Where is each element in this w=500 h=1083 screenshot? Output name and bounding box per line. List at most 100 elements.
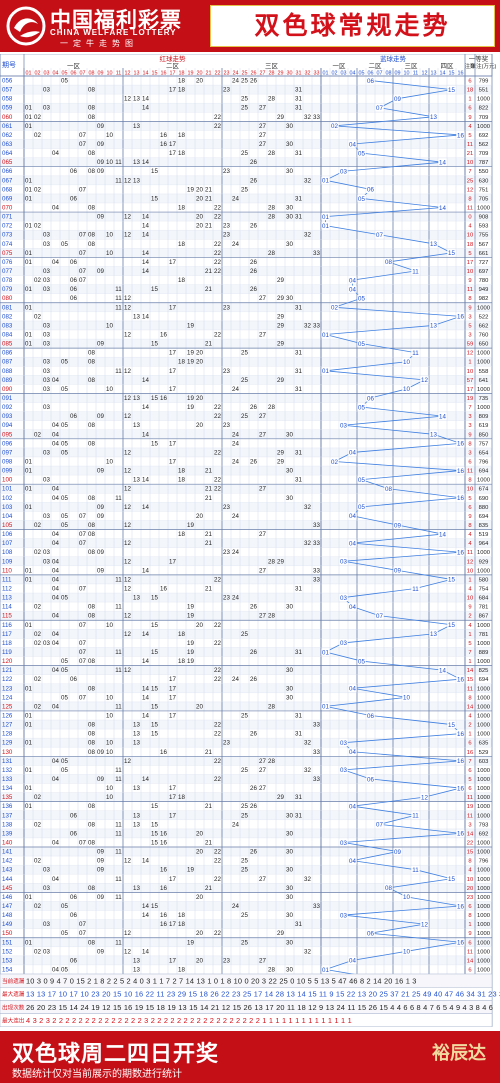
row-stripe bbox=[0, 320, 492, 330]
red-number: 28 bbox=[268, 966, 275, 973]
red-number: 26 bbox=[250, 803, 257, 810]
red-number: 14 bbox=[142, 567, 149, 574]
red-number: 26 bbox=[250, 649, 257, 656]
red-number: 24 bbox=[232, 549, 239, 556]
blue-number: 05 bbox=[358, 477, 365, 484]
red-number: 08 bbox=[88, 350, 95, 357]
blue-number: 04 bbox=[349, 277, 356, 284]
red-number: 18 bbox=[178, 794, 185, 801]
blue-number: 16 bbox=[457, 550, 464, 557]
period-label: 096 bbox=[2, 440, 13, 447]
row-stripe bbox=[0, 847, 492, 857]
red-number: 25 bbox=[241, 803, 248, 810]
blue-number: 06 bbox=[367, 713, 374, 720]
blue-number-bg bbox=[348, 956, 357, 964]
red-number: 31 bbox=[295, 731, 302, 738]
red-number: 04 bbox=[52, 377, 59, 384]
prize-count: 6 bbox=[468, 904, 471, 910]
blue-number-bg bbox=[375, 104, 384, 112]
red-number: 08 bbox=[88, 114, 95, 121]
row-stripe bbox=[0, 665, 492, 675]
red-number: 27 bbox=[259, 785, 266, 792]
header-red-zone: 三区 bbox=[265, 62, 279, 70]
prize-amount: 793 bbox=[479, 822, 489, 828]
period-label: 104 bbox=[2, 513, 13, 520]
red-number: 11 bbox=[115, 604, 122, 611]
period-label: 121 bbox=[2, 667, 13, 674]
red-number: 16 bbox=[160, 132, 167, 139]
red-number: 27 bbox=[259, 876, 266, 883]
red-number: 01 bbox=[25, 123, 32, 130]
red-number: 21 bbox=[205, 195, 212, 202]
red-number: 19 bbox=[187, 939, 194, 946]
red-number: 10 bbox=[106, 232, 113, 239]
red-number: 29 bbox=[277, 322, 284, 329]
red-number: 07 bbox=[79, 531, 86, 538]
red-number: 13 bbox=[133, 740, 140, 747]
red-number: 28 bbox=[268, 96, 275, 103]
prize-count: 8 bbox=[468, 523, 471, 529]
prize-amount: 1000 bbox=[477, 786, 490, 792]
red-number: 12 bbox=[124, 449, 131, 456]
period-label: 076 bbox=[2, 259, 13, 266]
prize-count: 5 bbox=[468, 777, 471, 783]
blue-number-bg bbox=[429, 430, 438, 438]
red-number: 14 bbox=[142, 776, 149, 783]
red-number: 25 bbox=[241, 712, 248, 719]
red-number: 22 bbox=[214, 259, 221, 266]
red-number: 28 bbox=[268, 214, 275, 221]
blue-number-bg bbox=[438, 158, 447, 166]
period-label: 080 bbox=[2, 295, 13, 302]
red-number: 17 bbox=[169, 87, 176, 94]
red-number: 11 bbox=[115, 830, 122, 837]
red-number: 09 bbox=[97, 159, 104, 166]
red-number: 20 bbox=[196, 350, 203, 357]
prize-count: 18 bbox=[467, 88, 473, 94]
red-number: 03 bbox=[43, 87, 50, 94]
red-number: 32 bbox=[304, 177, 311, 184]
red-number: 12 bbox=[124, 930, 131, 937]
red-number: 25 bbox=[241, 377, 248, 384]
red-number: 30 bbox=[286, 295, 293, 302]
blue-number: 15 bbox=[448, 722, 455, 729]
red-number: 03 bbox=[43, 549, 50, 556]
blue-number: 10 bbox=[403, 949, 410, 956]
blue-number: 10 bbox=[403, 695, 410, 702]
red-number: 07 bbox=[79, 921, 86, 928]
red-col-label: 16 bbox=[161, 71, 167, 77]
footer-title: 双色球周二四日开奖 bbox=[12, 1042, 220, 1067]
row-stripe bbox=[0, 502, 492, 512]
prize-amount: 1000 bbox=[477, 550, 490, 556]
blue-number: 09 bbox=[394, 849, 401, 856]
prize-count: 15 bbox=[467, 677, 473, 683]
blue-number-bg bbox=[339, 167, 348, 175]
red-number: 32 bbox=[304, 767, 311, 774]
period-label: 079 bbox=[2, 286, 13, 293]
period-label: 056 bbox=[2, 78, 13, 85]
blue-number: 16 bbox=[457, 314, 464, 321]
period-label: 148 bbox=[2, 912, 13, 919]
period-label: 097 bbox=[2, 449, 13, 456]
red-number: 14 bbox=[142, 431, 149, 438]
red-number: 30 bbox=[286, 939, 293, 946]
red-number: 16 bbox=[160, 921, 167, 928]
red-number: 25 bbox=[241, 350, 248, 357]
red-number: 31 bbox=[295, 794, 302, 801]
prize-amount: 522 bbox=[479, 314, 489, 320]
red-number: 01 bbox=[25, 304, 32, 311]
red-number: 14 bbox=[142, 259, 149, 266]
header-blue-zone: 三区 bbox=[405, 62, 419, 70]
red-number: 21 bbox=[205, 286, 212, 293]
red-number: 23 bbox=[223, 232, 230, 239]
summary-label: 出现次数 bbox=[2, 1003, 25, 1011]
red-number: 31 bbox=[295, 150, 302, 157]
prize-amount: 1000 bbox=[477, 206, 490, 212]
red-number: 10 bbox=[106, 459, 113, 466]
red-number: 22 bbox=[214, 622, 221, 629]
red-number: 13 bbox=[133, 785, 140, 792]
blue-number-bg bbox=[411, 267, 420, 275]
blue-number-bg bbox=[348, 140, 357, 148]
red-number: 33 bbox=[313, 250, 320, 257]
prize-amount: 964 bbox=[479, 541, 489, 547]
prize-count: 4 bbox=[468, 532, 472, 538]
